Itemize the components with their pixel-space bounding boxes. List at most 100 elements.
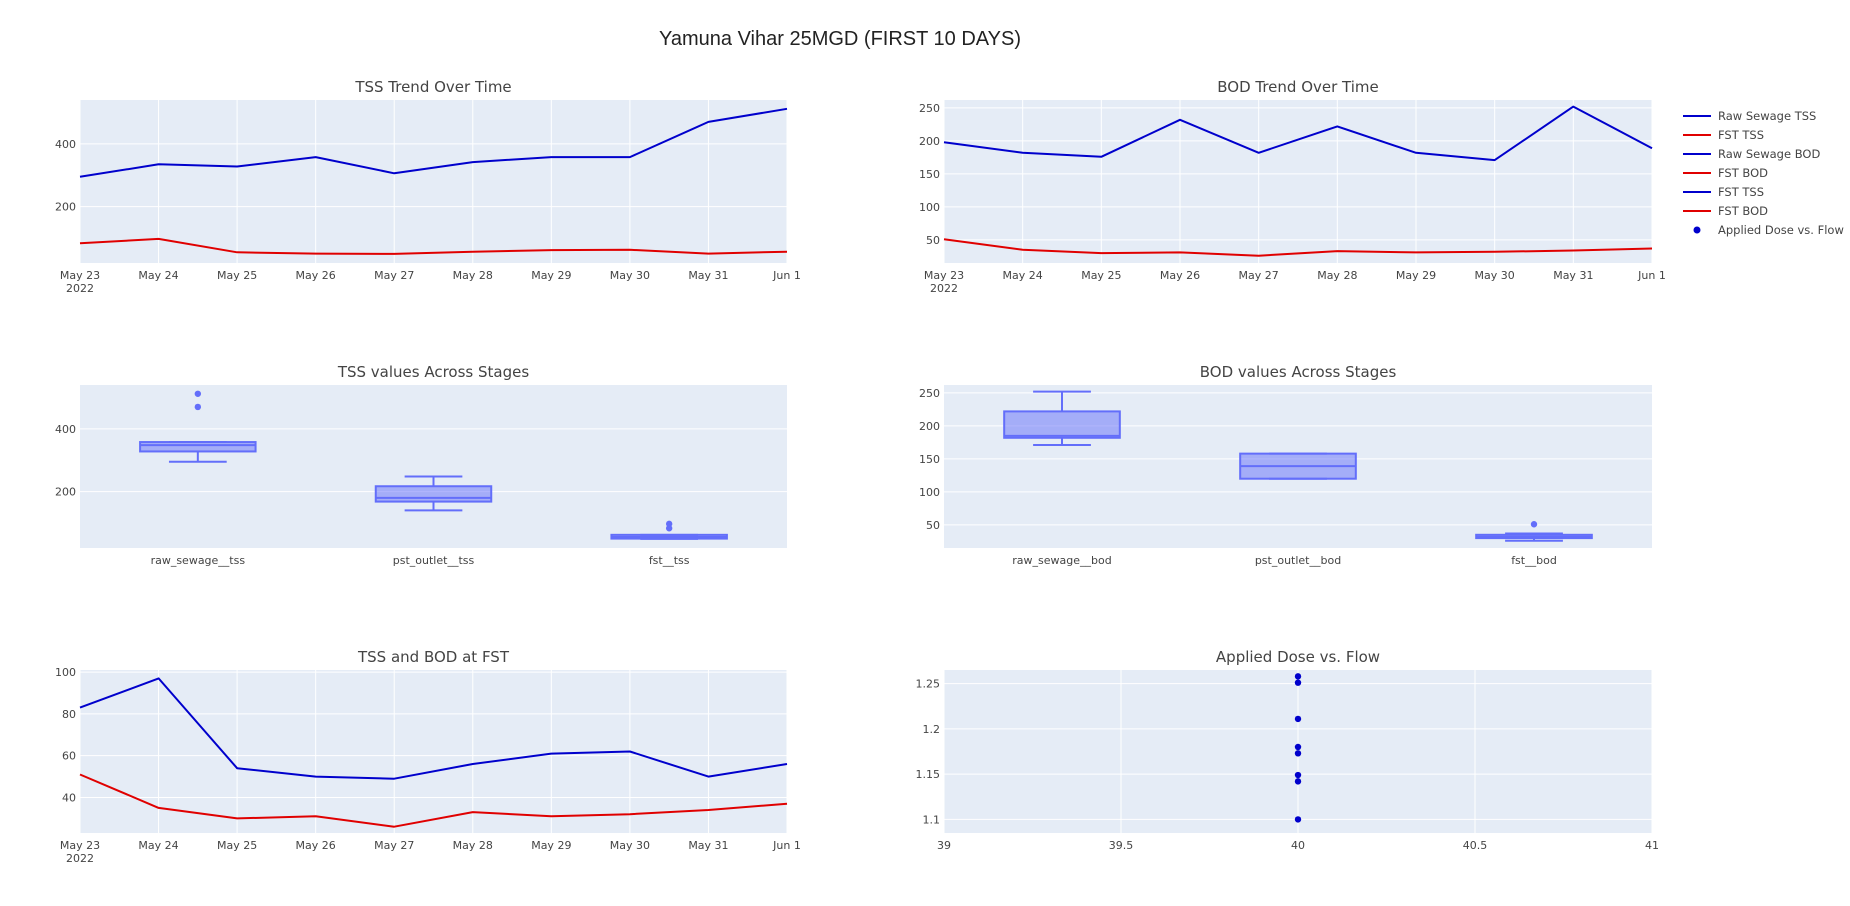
x-tick-label: May 27: [374, 839, 414, 852]
chart-title: BOD Trend Over Time: [1217, 78, 1379, 96]
chart-title: Applied Dose vs. Flow: [1216, 648, 1380, 666]
y-tick-label: 150: [919, 453, 940, 466]
legend-item: Raw Sewage BOD: [1683, 147, 1820, 161]
x-tick-label: May 26: [1160, 269, 1200, 282]
series-line: [79, 107, 788, 178]
y-tick-label: 200: [55, 486, 76, 499]
x-tick-label: May 23: [60, 839, 100, 852]
legend-label: FST BOD: [1718, 166, 1768, 180]
legend: Raw Sewage TSS FST TSS Raw Sewage BOD FST B…: [1683, 109, 1844, 237]
x-tick-label: 40.5: [1463, 839, 1488, 852]
chart-tss-trend: TSS Trend Over Time 200 400 May 23 May 24 May…: [55, 78, 801, 295]
chart-title: TSS and BOD at FST: [357, 648, 510, 666]
x-tick-label: raw_sewage__bod: [1012, 554, 1111, 567]
x-tick-label: May 25: [217, 269, 257, 282]
y-tick-label: 250: [919, 102, 940, 115]
outlier-point: [665, 520, 673, 528]
plot-area: [944, 100, 1652, 263]
series-line: [79, 773, 788, 828]
scatter-point: [1294, 816, 1302, 823]
x-tick-label: May 23: [924, 269, 964, 282]
x-tick-label: Jun 1: [1637, 269, 1666, 282]
box-fst__tss: [610, 520, 728, 540]
x-tick-label: 40: [1291, 839, 1305, 852]
x-year-label: 2022: [66, 852, 94, 865]
main-title: Yamuna Vihar 25MGD (FIRST 10 DAYS): [659, 28, 1021, 50]
chart-title: BOD values Across Stages: [1200, 363, 1397, 381]
x-tick-label: May 29: [1396, 269, 1436, 282]
x-tick-label: 39: [937, 839, 951, 852]
series-line: [79, 677, 788, 780]
x-tick-label: May 30: [610, 269, 650, 282]
y-tick-label: 1.15: [916, 768, 941, 781]
x-tick-label: May 28: [453, 839, 493, 852]
scatter-point: [1294, 715, 1302, 723]
y-tick-label: 60: [62, 750, 76, 763]
chart-title: TSS Trend Over Time: [354, 78, 511, 96]
x-tick-label: May 29: [531, 269, 571, 282]
y-tick-label: 1.25: [916, 678, 941, 691]
legend-item: FST TSS: [1683, 185, 1764, 199]
x-tick-label: May 31: [688, 839, 728, 852]
scatter-point: [1294, 778, 1302, 785]
series-line: [943, 105, 1653, 162]
legend-swatch-marker: [1693, 226, 1701, 234]
x-tick-label: May 30: [1475, 269, 1515, 282]
x-tick-label: May 25: [217, 839, 257, 852]
chart-fst-trend: TSS and BOD at FST 40 60 80 100 May 23 May 24 M…: [55, 648, 801, 865]
legend-label: Applied Dose vs. Flow: [1718, 223, 1844, 237]
legend-item: FST BOD: [1683, 166, 1768, 180]
x-tick-label: May 23: [60, 269, 100, 282]
y-tick-label: 250: [919, 387, 940, 400]
box-pst_outlet__bod: [1239, 452, 1357, 480]
x-tick-label: May 27: [1239, 269, 1279, 282]
chart-bod-trend: BOD Trend Over Time 50 100 150 200 250 May 23 M…: [919, 78, 1666, 295]
x-tick-label: May 30: [610, 839, 650, 852]
chart-tss-box: TSS values Across Stages 200 400 raw_sewage…: [55, 363, 787, 567]
x-tick-label: fst__tss: [649, 554, 690, 567]
outlier-point: [665, 525, 673, 532]
chart-bod-box: BOD values Across Stages 50 100 150 200 250 ra…: [919, 363, 1652, 567]
series-line: [79, 237, 788, 255]
legend-item: FST TSS: [1683, 128, 1764, 142]
outlier-point: [1530, 521, 1538, 528]
legend-label: FST TSS: [1718, 128, 1764, 142]
box-fst__bod: [1475, 521, 1593, 542]
box-body: [374, 485, 493, 503]
y-tick-label: 100: [919, 486, 940, 499]
legend-item: Applied Dose vs. Flow: [1693, 223, 1844, 237]
x-tick-label: May 28: [1317, 269, 1357, 282]
legend-label: Raw Sewage BOD: [1718, 147, 1820, 161]
y-tick-label: 400: [55, 423, 76, 436]
y-tick-label: 100: [55, 666, 76, 679]
x-year-label: 2022: [930, 282, 958, 295]
x-tick-label: May 24: [1003, 269, 1043, 282]
legend-label: FST TSS: [1718, 185, 1764, 199]
scatter-point: [1294, 771, 1302, 779]
box-raw_sewage__tss: [139, 390, 257, 463]
y-tick-label: 200: [919, 135, 940, 148]
x-tick-label: May 24: [138, 839, 178, 852]
y-tick-label: 1.2: [923, 723, 941, 736]
y-tick-label: 50: [926, 234, 940, 247]
box-body: [1003, 410, 1121, 439]
x-tick-label: 41: [1645, 839, 1659, 852]
y-tick-label: 80: [62, 708, 76, 721]
x-tick-label: May 31: [1553, 269, 1593, 282]
scatter-point: [1294, 679, 1302, 686]
x-year-label: 2022: [66, 282, 94, 295]
y-tick-label: 40: [62, 791, 76, 804]
legend-label: FST BOD: [1718, 204, 1768, 218]
series-line: [943, 238, 1653, 257]
scatter-point: [1294, 743, 1302, 751]
chart-title: TSS values Across Stages: [337, 363, 530, 381]
x-tick-label: Jun 1: [772, 269, 801, 282]
x-tick-label: pst_outlet__bod: [1255, 554, 1341, 567]
x-tick-label: May 25: [1081, 269, 1121, 282]
y-tick-label: 400: [55, 138, 76, 151]
x-tick-label: May 27: [374, 269, 414, 282]
y-tick-label: 200: [919, 420, 940, 433]
x-tick-label: raw_sewage__tss: [151, 554, 246, 567]
x-tick-label: pst_outlet__tss: [393, 554, 475, 567]
